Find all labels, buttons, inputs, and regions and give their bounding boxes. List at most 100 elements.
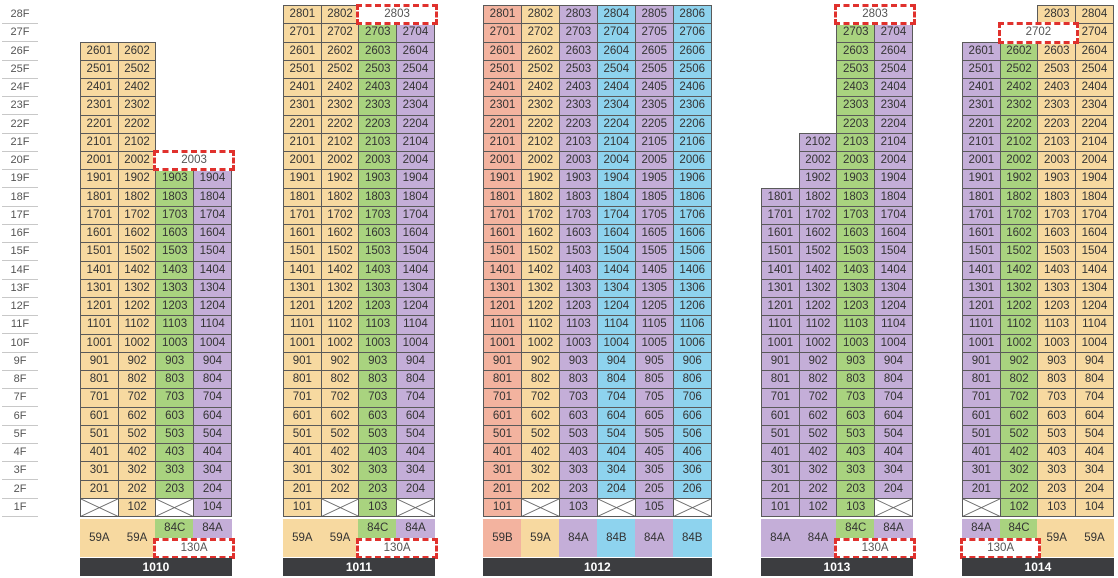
unit-cell[interactable]: 1402 bbox=[117, 260, 157, 280]
unit-cell[interactable]: 1803 bbox=[836, 187, 876, 207]
highlight-box[interactable]: 2803 bbox=[356, 4, 438, 26]
unit-cell[interactable]: 301 bbox=[483, 461, 522, 481]
unit-cell[interactable]: 102 bbox=[117, 497, 157, 517]
unit-cell[interactable]: 1703 bbox=[155, 205, 195, 225]
unit-cell[interactable]: 2603 bbox=[836, 41, 876, 61]
unit-cell[interactable]: 702 bbox=[320, 388, 360, 408]
unit-cell[interactable]: 1602 bbox=[999, 224, 1039, 244]
unit-cell[interactable]: 2602 bbox=[320, 41, 360, 61]
unit-cell[interactable]: 2401 bbox=[483, 78, 522, 98]
unit-cell[interactable]: 1802 bbox=[798, 187, 838, 207]
unit-cell[interactable]: 1102 bbox=[320, 315, 360, 335]
unit-cell[interactable]: 2306 bbox=[672, 96, 712, 116]
unit-cell[interactable]: 901 bbox=[483, 351, 522, 371]
unit-cell[interactable]: 401 bbox=[962, 443, 1001, 463]
unit-cell[interactable]: 1401 bbox=[80, 260, 119, 280]
unit-cell[interactable]: 1602 bbox=[798, 224, 838, 244]
unit-cell[interactable]: 103 bbox=[358, 497, 398, 517]
unit-cell[interactable]: 905 bbox=[634, 351, 674, 371]
unit-cell[interactable]: 2804 bbox=[596, 5, 636, 25]
unit-cell[interactable]: 2503 bbox=[1037, 59, 1077, 79]
unit-cell[interactable]: 2602 bbox=[999, 41, 1039, 61]
unit-cell[interactable]: 1803 bbox=[155, 187, 195, 207]
unit-cell[interactable]: 1302 bbox=[320, 278, 360, 298]
unit-cell[interactable]: 1501 bbox=[283, 242, 322, 262]
unit-cell[interactable]: 404 bbox=[1075, 443, 1114, 463]
unit-cell[interactable]: 2203 bbox=[358, 114, 398, 134]
unit-cell[interactable]: 1304 bbox=[1075, 278, 1114, 298]
unit-cell[interactable]: 903 bbox=[558, 351, 598, 371]
unit-cell[interactable]: 1403 bbox=[155, 260, 195, 280]
unit-cell[interactable]: 2301 bbox=[283, 96, 322, 116]
unit-cell[interactable]: 1504 bbox=[193, 242, 232, 262]
unit-cell[interactable]: 1803 bbox=[358, 187, 398, 207]
unit-cell[interactable]: 2106 bbox=[672, 132, 712, 152]
unit-cell[interactable]: 1003 bbox=[155, 333, 195, 353]
unit-cell[interactable]: 1601 bbox=[962, 224, 1001, 244]
unit-cell[interactable]: 1504 bbox=[596, 242, 636, 262]
unit-cell[interactable]: 1401 bbox=[283, 260, 322, 280]
unit-cell[interactable]: 2104 bbox=[874, 132, 913, 152]
unit-cell[interactable]: 1702 bbox=[798, 205, 838, 225]
unit-cell[interactable]: 1102 bbox=[117, 315, 157, 335]
unit-cell[interactable]: 1101 bbox=[483, 315, 522, 335]
unit-cell[interactable]: 1302 bbox=[520, 278, 560, 298]
unit-cell[interactable]: 504 bbox=[596, 424, 636, 444]
unit-cell[interactable]: 502 bbox=[520, 424, 560, 444]
unit-cell[interactable]: 2103 bbox=[358, 132, 398, 152]
unit-cell[interactable]: 1801 bbox=[483, 187, 522, 207]
unit-cell[interactable]: 1404 bbox=[1075, 260, 1114, 280]
unit-cell[interactable]: 1004 bbox=[396, 333, 435, 353]
unit-cell[interactable]: 1302 bbox=[999, 278, 1039, 298]
unit-cell[interactable]: 1402 bbox=[999, 260, 1039, 280]
unit-cell[interactable]: 1803 bbox=[1037, 187, 1077, 207]
unit-cell[interactable]: 2002 bbox=[798, 151, 838, 171]
unit-cell[interactable]: 102 bbox=[798, 497, 838, 517]
unit-cell[interactable]: 2704 bbox=[1075, 23, 1114, 43]
unit-cell[interactable]: 2303 bbox=[1037, 96, 1077, 116]
unit-cell[interactable]: 904 bbox=[1075, 351, 1114, 371]
unit-cell[interactable]: 1404 bbox=[193, 260, 232, 280]
unit-cell[interactable]: 302 bbox=[798, 461, 838, 481]
unit-cell[interactable]: 1403 bbox=[1037, 260, 1077, 280]
unit-cell[interactable]: 2301 bbox=[483, 96, 522, 116]
unit-cell[interactable]: 604 bbox=[874, 406, 913, 426]
unit-cell[interactable]: 2002 bbox=[320, 151, 360, 171]
unit-cell[interactable]: 503 bbox=[1037, 424, 1077, 444]
unit-cell[interactable]: 2105 bbox=[634, 132, 674, 152]
unit-cell[interactable]: 902 bbox=[320, 351, 360, 371]
unit-cell[interactable]: 204 bbox=[193, 479, 232, 499]
unit-cell[interactable]: 2604 bbox=[1075, 41, 1114, 61]
unit-cell[interactable]: 1904 bbox=[874, 169, 913, 189]
unit-cell[interactable]: 2601 bbox=[483, 41, 522, 61]
unit-cell[interactable]: 2503 bbox=[836, 59, 876, 79]
unit-cell[interactable]: 1702 bbox=[320, 205, 360, 225]
unit-cell[interactable]: 1001 bbox=[761, 333, 800, 353]
unit-cell[interactable]: 1503 bbox=[358, 242, 398, 262]
unit-cell[interactable]: 1202 bbox=[798, 297, 838, 317]
unit-cell[interactable]: 1303 bbox=[558, 278, 598, 298]
unit-cell[interactable]: 801 bbox=[80, 370, 119, 390]
unit-cell[interactable]: 1501 bbox=[80, 242, 119, 262]
unit-cell[interactable]: 1604 bbox=[874, 224, 913, 244]
unit-cell[interactable]: 702 bbox=[798, 388, 838, 408]
unit-cell[interactable]: 1102 bbox=[798, 315, 838, 335]
unit-cell[interactable]: 2203 bbox=[836, 114, 876, 134]
unit-cell[interactable]: 101 bbox=[483, 497, 522, 517]
unit-cell[interactable]: 502 bbox=[320, 424, 360, 444]
unit-cell[interactable]: 301 bbox=[283, 461, 322, 481]
unit-cell[interactable]: 505 bbox=[634, 424, 674, 444]
unit-cell[interactable]: 2401 bbox=[80, 78, 119, 98]
unit-cell[interactable]: 403 bbox=[155, 443, 195, 463]
unit-cell[interactable]: 904 bbox=[874, 351, 913, 371]
unit-cell[interactable]: 1204 bbox=[596, 297, 636, 317]
unit-cell[interactable]: 204 bbox=[874, 479, 913, 499]
unit-cell[interactable]: 1605 bbox=[634, 224, 674, 244]
unit-cell[interactable]: 301 bbox=[761, 461, 800, 481]
unit-cell[interactable]: 304 bbox=[596, 461, 636, 481]
unit-cell[interactable]: 1002 bbox=[798, 333, 838, 353]
unit-cell[interactable]: 2705 bbox=[634, 23, 674, 43]
unit-cell[interactable]: 1306 bbox=[672, 278, 712, 298]
unit-cell[interactable]: 1104 bbox=[874, 315, 913, 335]
highlight-box[interactable]: 2003 bbox=[153, 150, 235, 172]
